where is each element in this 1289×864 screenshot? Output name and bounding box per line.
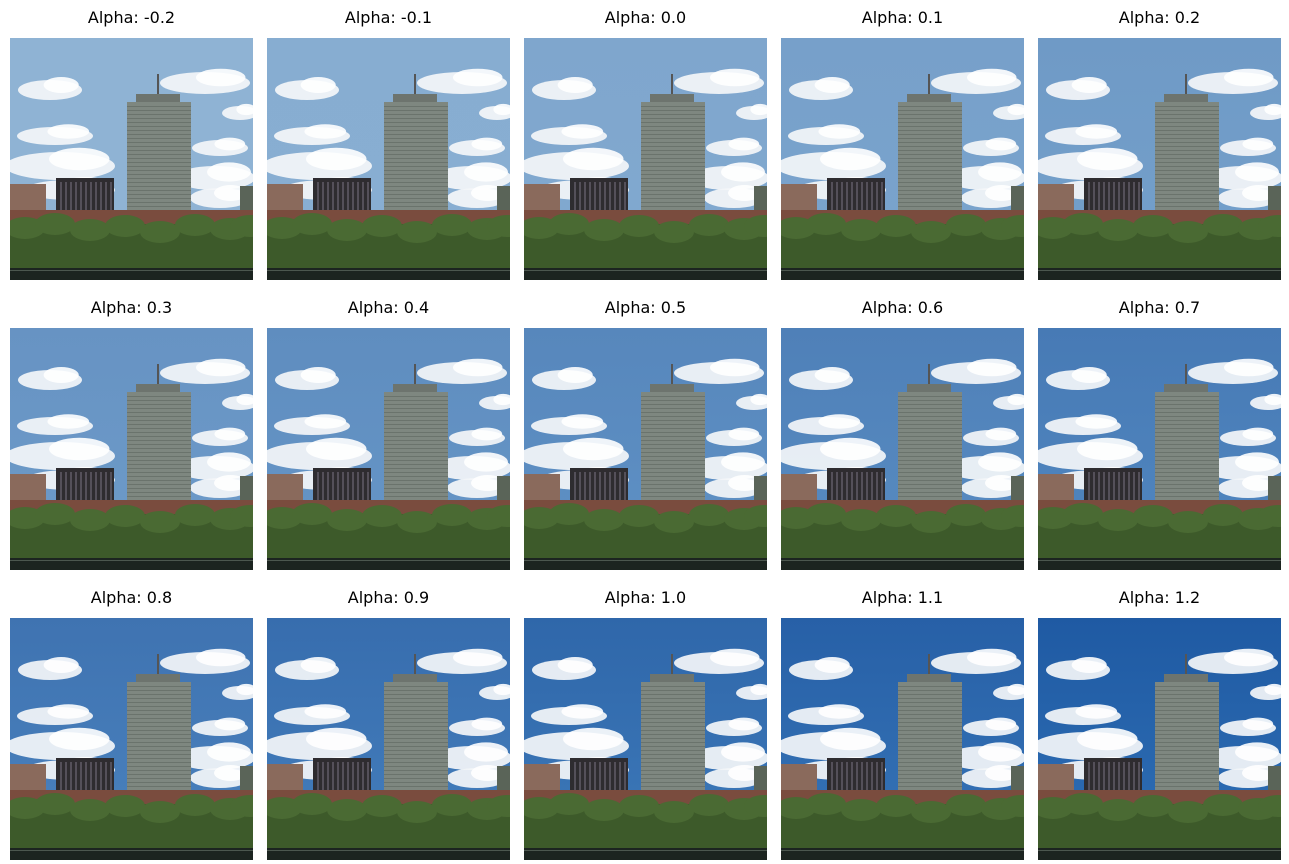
panel-title: Alpha: 0.0 — [604, 8, 687, 27]
city-photo — [267, 618, 510, 860]
city-photo — [524, 38, 767, 280]
city-photo — [1038, 618, 1281, 860]
panel-title: Alpha: 0.5 — [604, 298, 687, 317]
city-photo — [10, 618, 253, 860]
panel-title: Alpha: 0.8 — [90, 588, 173, 607]
city-photo — [267, 38, 510, 280]
panel-title: Alpha: 0.1 — [861, 8, 944, 27]
city-photo — [524, 618, 767, 860]
city-photo — [1038, 38, 1281, 280]
city-photo — [781, 618, 1024, 860]
panel-title: Alpha: 0.2 — [1118, 8, 1201, 27]
panel-title: Alpha: 0.7 — [1118, 298, 1201, 317]
panel-title: Alpha: 0.6 — [861, 298, 944, 317]
panel-title: Alpha: 0.3 — [90, 298, 173, 317]
city-photo — [267, 328, 510, 570]
city-photo — [781, 38, 1024, 280]
city-photo — [1038, 328, 1281, 570]
panel-title: Alpha: -0.1 — [344, 8, 433, 27]
panel-title: Alpha: 0.9 — [347, 588, 430, 607]
panel-title: Alpha: 1.1 — [861, 588, 944, 607]
city-photo — [10, 328, 253, 570]
panel-title: Alpha: 1.0 — [604, 588, 687, 607]
panel-title: Alpha: -0.2 — [87, 8, 176, 27]
city-photo — [781, 328, 1024, 570]
city-photo — [10, 38, 253, 280]
panel-title: Alpha: 1.2 — [1118, 588, 1201, 607]
city-photo — [524, 328, 767, 570]
panel-title: Alpha: 0.4 — [347, 298, 430, 317]
